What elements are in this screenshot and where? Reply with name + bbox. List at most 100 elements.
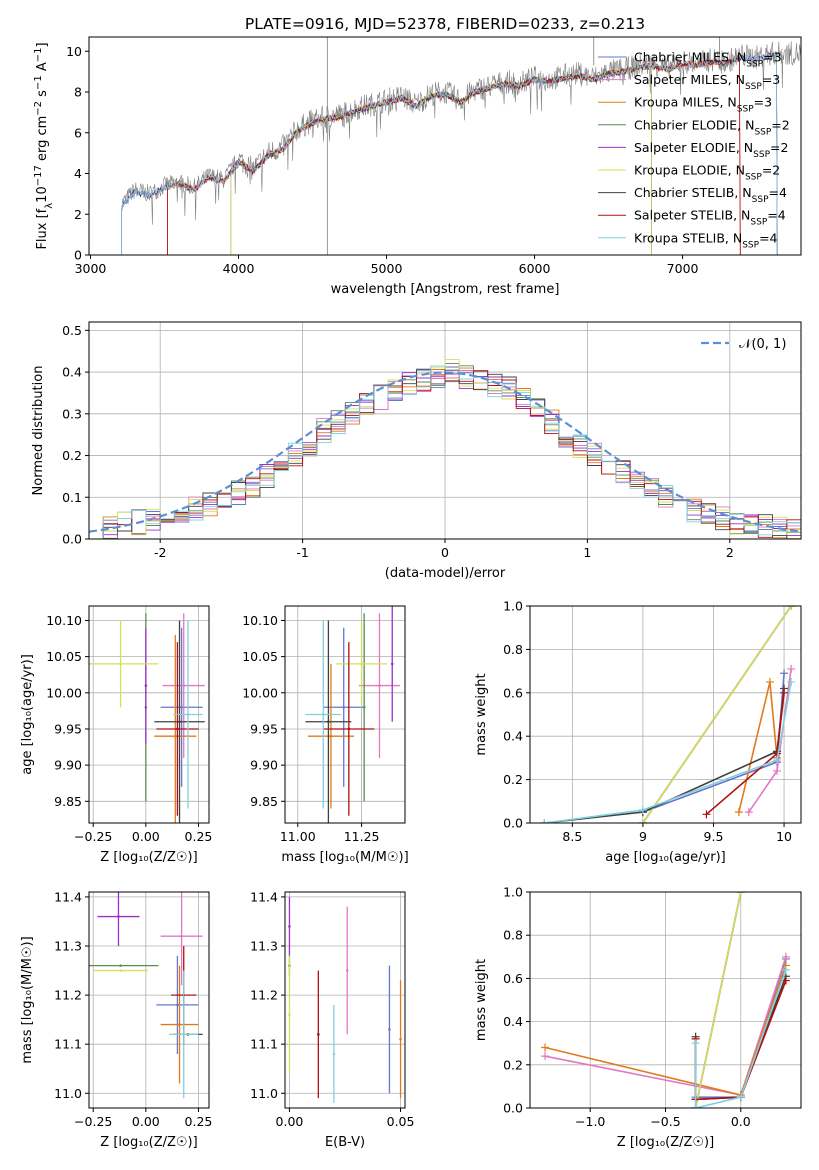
weight-line-8 [694, 969, 787, 1108]
weight-marker-7-2 [780, 688, 789, 697]
y-tick-label: 10.05 [46, 649, 82, 664]
plot-area [89, 359, 801, 539]
x-axis-label: Z [log₁₀(Z/Z☉)] [617, 1135, 714, 1150]
y-tick-label: 0.5 [62, 323, 82, 338]
y-axis-label-part: λ [44, 203, 55, 209]
y-tick-label: 9.95 [250, 721, 278, 736]
y-tick-label: 11.4 [250, 889, 278, 904]
x-tick-label: 8.5 [562, 829, 582, 844]
y-tick-label: 0.0 [503, 1101, 523, 1116]
y-axis-label: mass [log₁₀(M/M☉)] [20, 936, 35, 1063]
y-tick-label: 11.4 [54, 889, 82, 904]
data-point-8 [332, 1052, 336, 1056]
x-tick-label: 0.00 [132, 1114, 160, 1129]
legend-label-name: Salpeter STELIB, N [634, 208, 750, 223]
data-point-8 [182, 1033, 186, 1036]
legend-label-name: Chabrier MILES, N [634, 50, 746, 65]
histogram-8 [89, 365, 801, 539]
y-axis-label-part: 10 [35, 186, 50, 203]
x-tick-label: −0.25 [74, 1114, 112, 1129]
weight-marker-5-1 [787, 606, 796, 610]
normal-reference-line [89, 371, 801, 533]
data-point-0 [176, 1003, 179, 1007]
x-tick-label: 0.05 [387, 1114, 415, 1129]
data-point-6 [178, 720, 181, 724]
y-tick-label: 11.0 [54, 1086, 82, 1101]
legend-label: Kroupa ELODIE, NSSP=2 [634, 163, 780, 183]
y-tick-label: 0.1 [62, 490, 82, 505]
data-point-4 [288, 925, 291, 928]
legend-label-name: Salpeter MILES, N [634, 72, 745, 87]
panel-spectrum: 3000 4000 5000 6000 7000 0 2 4 6 8 10 wavelength [A… [33, 36, 802, 297]
y-axis-label: Flux [fλ10−17 erg cm−2 s−1 A−1] [33, 42, 55, 249]
x-tick-label: −1.0 [575, 1114, 605, 1129]
x-tick-label: 0.00 [132, 829, 160, 844]
y-tick-label: 0.2 [503, 772, 523, 787]
y-tick-label: 0 [74, 248, 82, 263]
weight-marker-0-2 [780, 669, 789, 678]
y-axis-label: mass weight [474, 673, 489, 755]
y-tick-label: 10.05 [242, 649, 278, 664]
y-tick-label: 11.3 [54, 939, 82, 954]
weight-line-8 [543, 681, 792, 823]
data-point-7 [347, 727, 351, 731]
x-axis-label: Z [log₁₀(Z/Z☉)] [100, 850, 197, 865]
y-tick-label: 2 [74, 207, 82, 222]
plot-area [541, 892, 790, 1108]
plot-area [89, 892, 203, 1099]
legend-label-name: Kroupa STELIB, N [634, 230, 742, 245]
y-tick-label: 0.3 [62, 406, 82, 421]
weight-line-5 [642, 606, 792, 823]
x-tick-label: 7000 [667, 261, 699, 276]
legend-label-sub: SSP [750, 218, 767, 228]
plot-area [89, 613, 205, 823]
legend-label: Salpeter MILES, NSSP=3 [634, 72, 780, 92]
weight-marker-5-1 [736, 892, 745, 896]
y-tick-label: 9.85 [54, 794, 82, 809]
plot-area [288, 896, 402, 1104]
x-tick-label: −0.5 [650, 1114, 680, 1129]
y-tick-label: 11.3 [250, 939, 278, 954]
y-tick-label: 10.10 [46, 613, 82, 628]
x-tick-label: 0 [441, 545, 449, 560]
data-point-6 [327, 720, 330, 724]
weight-marker-8-2 [773, 756, 782, 765]
data-point-2 [178, 1023, 181, 1026]
data-point-1 [378, 684, 381, 687]
legend-label-count: =2 [771, 117, 789, 132]
x-tick-label: 6000 [519, 261, 551, 276]
x-tick-label: 0.25 [185, 829, 213, 844]
legend-label-sub: SSP [752, 195, 769, 205]
x-tick-label: 11.00 [280, 829, 316, 844]
y-tick-label: 6 [74, 125, 82, 140]
x-tick-label: -2 [154, 545, 166, 560]
panel-age-vs-mass: 11.00 11.25 9.85 9.90 9.95 10.00 10.05 10.10 mas… [242, 605, 409, 865]
data-point-5 [119, 969, 122, 972]
panel-weight-vs-age: 8.5 9 9.5 10 0.0 0.2 0.4 0.6 0.8 1.0 age [log₁₀(ag… [474, 599, 802, 865]
y-tick-label: 11.1 [250, 1037, 278, 1052]
y-axis-label-part: −1 [33, 75, 44, 90]
data-point-1 [345, 969, 349, 972]
legend-label: Salpeter ELODIE, NSSP=2 [634, 140, 788, 160]
panel-age-vs-Z: −0.25 0.00 0.25 9.85 9.90 9.95 10.00 10.05 10.10… [20, 605, 213, 865]
legend-label: Chabrier MILES, NSSP=3 [634, 50, 782, 70]
y-tick-label: 0.8 [503, 642, 523, 657]
weight-marker-8-0 [540, 819, 549, 823]
y-axis-label-part: −2 [33, 101, 44, 116]
panel-residuals: -2 -1 0 1 2 0.0 0.1 0.2 0.3 0.4 0.5 (data-model)/er… [31, 321, 802, 581]
x-axis-label: age [log₁₀(age/yr)] [605, 850, 726, 865]
y-tick-label: 0.0 [62, 532, 82, 547]
weight-marker-5-0 [638, 819, 647, 823]
y-tick-label: 0.4 [503, 729, 523, 744]
legend-label-count: =3 [763, 50, 781, 65]
data-point-4 [144, 684, 148, 687]
x-axis-label: E(B-V) [325, 1135, 365, 1150]
legend-label: Salpeter STELIB, NSSP=4 [634, 208, 786, 228]
y-tick-label: 9.90 [250, 758, 278, 773]
data-point-4 [390, 662, 394, 666]
y-tick-label: 1.0 [503, 885, 523, 900]
y-tick-label: 9.85 [250, 794, 278, 809]
weight-marker-7-0 [702, 810, 711, 819]
weight-marker-8-1 [638, 805, 647, 814]
